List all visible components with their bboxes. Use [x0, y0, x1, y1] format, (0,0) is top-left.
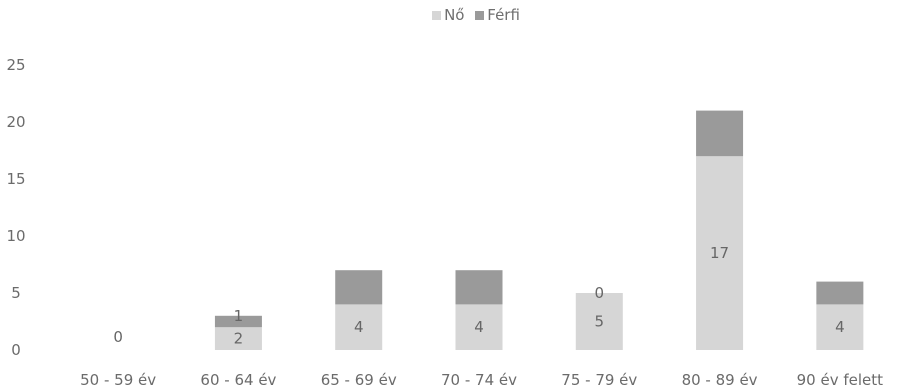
- data-label-ferfi: 1: [234, 307, 244, 325]
- bar-ferfi: [214, 315, 262, 328]
- bar-no: [696, 156, 744, 350]
- legend-label-no: Nő: [444, 6, 465, 24]
- y-tick-label: 20: [6, 113, 25, 131]
- bar-no: [455, 304, 503, 350]
- y-tick-label: 10: [6, 227, 25, 245]
- legend-swatch-ferfi: [475, 11, 485, 20]
- x-tick-label: 60 - 64 év: [200, 371, 276, 389]
- bar-ferfi: [335, 270, 383, 305]
- bar-no: [335, 304, 383, 350]
- data-label-no: 2: [234, 330, 244, 348]
- x-tick-label: 50 - 59 év: [80, 371, 156, 389]
- x-tick-label: 75 - 79 év: [561, 371, 637, 389]
- data-label-no: 4: [474, 318, 484, 336]
- legend: Nő Férfi: [0, 6, 912, 24]
- data-label-no: 17: [710, 244, 729, 262]
- bar-ferfi: [696, 110, 744, 157]
- data-label-no: 4: [835, 318, 845, 336]
- bar-no: [214, 327, 262, 350]
- data-label-no: 4: [354, 318, 364, 336]
- x-tick-label: 90 év felett: [797, 371, 884, 389]
- x-tick-label: 70 - 74 év: [441, 371, 517, 389]
- data-label-ferfi: 0: [595, 284, 605, 302]
- x-tick-label: 65 - 69 év: [321, 371, 397, 389]
- y-tick-label: 0: [11, 341, 21, 359]
- legend-label-ferfi: Férfi: [487, 6, 520, 24]
- y-tick-label: 25: [6, 56, 25, 74]
- legend-item-ferfi: Férfi: [475, 6, 520, 24]
- bar-ferfi: [816, 281, 864, 305]
- y-tick-label: 15: [6, 170, 25, 188]
- legend-item-no: Nő: [432, 6, 464, 24]
- data-label-no: 0: [113, 328, 123, 346]
- legend-swatch-no: [432, 11, 442, 20]
- bar-no: [575, 293, 623, 350]
- x-tick-label: 80 - 89 év: [682, 371, 758, 389]
- bar-ferfi: [455, 270, 503, 305]
- data-label-no: 5: [595, 313, 605, 331]
- bar-no: [816, 304, 864, 350]
- y-tick-label: 5: [11, 284, 21, 302]
